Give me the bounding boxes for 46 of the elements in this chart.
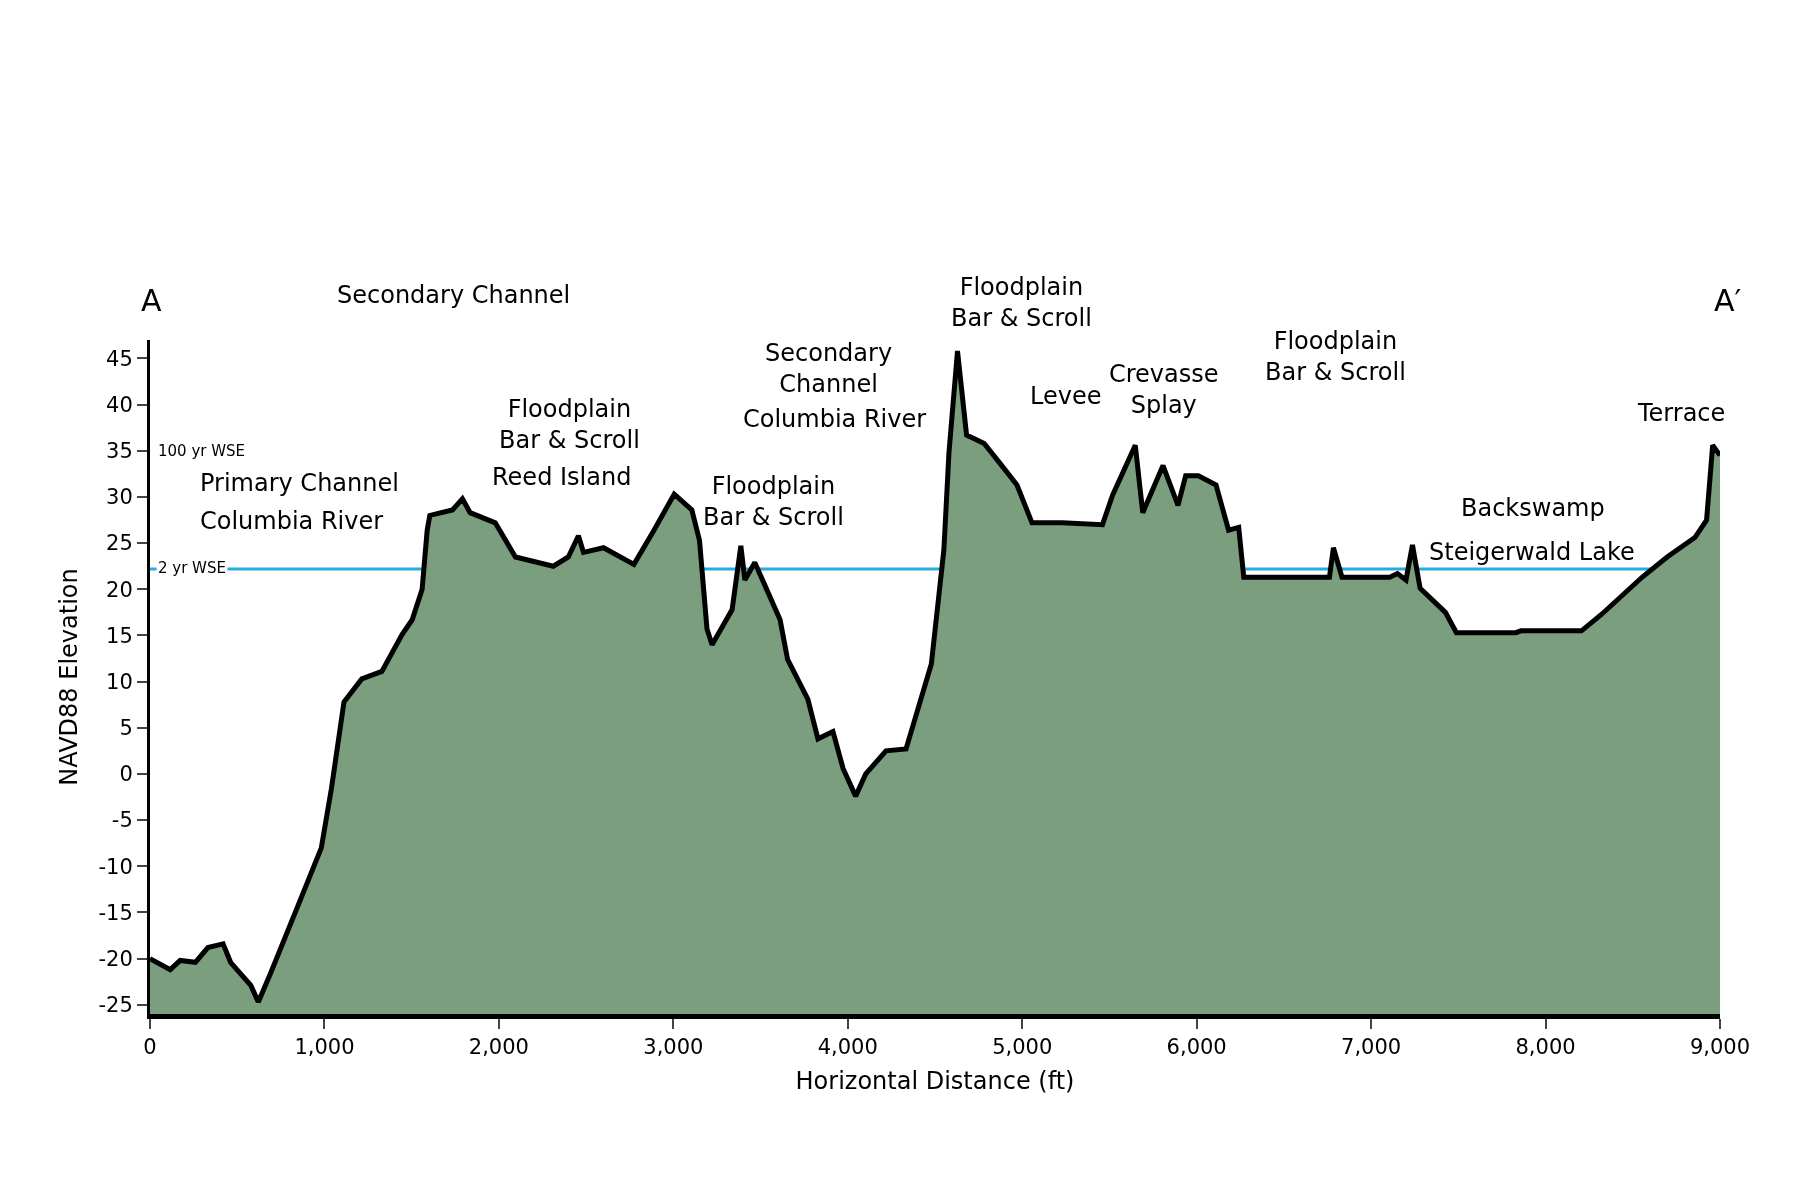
annotation: Columbia River <box>200 507 384 535</box>
x-tick-label: 7,000 <box>1341 1035 1402 1060</box>
x-tick-label: 2,000 <box>468 1035 529 1060</box>
y-tick-label: 30 <box>106 485 133 510</box>
annotation: Reed Island <box>492 463 632 491</box>
y-tick-label: -5 <box>111 808 133 833</box>
annotation: Floodplain Bar & Scroll <box>499 395 640 455</box>
y-tick-label: 45 <box>106 346 133 371</box>
y-tick-label: 10 <box>106 669 133 694</box>
x-tick-label: 1,000 <box>294 1035 355 1060</box>
y-tick-label: 0 <box>119 762 133 787</box>
y-axis-title: NAVD88 Elevation <box>54 568 83 786</box>
annotation: Levee <box>1030 382 1102 410</box>
annotation: 100 yr WSE <box>158 442 246 460</box>
y-tick-label: 20 <box>106 577 133 602</box>
annotation: Crevasse Splay <box>1109 360 1219 420</box>
x-tick-label: 8,000 <box>1515 1035 1576 1060</box>
y-tick-label: -10 <box>98 854 133 879</box>
y-tick-label: 35 <box>106 439 133 464</box>
text: Secondary Channel <box>337 281 571 309</box>
annotation: Primary Channel <box>200 469 399 497</box>
annotation: Columbia River <box>743 405 927 433</box>
annotation: Terrace <box>1637 399 1726 427</box>
x-tick-label: 9,000 <box>1689 1035 1751 1060</box>
text: A′ <box>1714 283 1742 318</box>
x-tick-label: 6,000 <box>1166 1035 1227 1060</box>
text: Floodplain Bar & Scroll <box>951 273 1092 333</box>
x-tick-label: 4,000 <box>817 1035 878 1060</box>
y-tick-label: -15 <box>98 900 133 925</box>
annotation: Floodplain Bar & Scroll <box>1265 327 1406 387</box>
x-tick-label: 5,000 <box>992 1035 1053 1060</box>
y-tick-label: 15 <box>106 623 133 648</box>
ref-line-label: 2 yr WSE <box>158 559 226 577</box>
y-tick-label: -20 <box>98 946 133 971</box>
y-tick-label: 5 <box>119 716 133 741</box>
x-tick-label: 3,000 <box>643 1035 704 1060</box>
annotation: Secondary Channel <box>765 339 893 399</box>
annotation: Floodplain Bar & Scroll <box>703 472 844 532</box>
x-axis-title: Horizontal Distance (ft) <box>795 1066 1075 1095</box>
annotation: Backswamp <box>1461 494 1605 522</box>
text: A <box>141 283 162 318</box>
y-tick-label: -25 <box>98 993 133 1018</box>
y-tick-label: 25 <box>106 531 133 556</box>
annotation: Steigerwald Lake <box>1429 538 1635 566</box>
y-tick-label: 40 <box>106 392 133 417</box>
x-tick-label: 0 <box>143 1035 157 1060</box>
